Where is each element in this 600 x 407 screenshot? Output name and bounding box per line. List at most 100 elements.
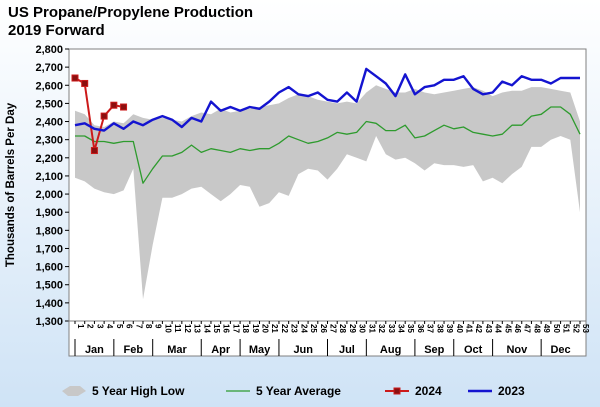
x-tick-label: 27 [329, 324, 338, 333]
x-tick-label: 11 [173, 324, 182, 333]
x-tick-label: 31 [367, 324, 376, 333]
y-tick-label: 2,700 [35, 62, 63, 74]
x-tick-label: 13 [193, 324, 202, 333]
month-label: Sep [424, 344, 444, 356]
data-point-2024 [71, 74, 79, 82]
x-tick-label: 4 [105, 324, 114, 329]
data-point-2024 [100, 112, 108, 120]
x-tick-label: 29 [348, 324, 357, 333]
x-tick-label: 41 [464, 324, 473, 333]
data-point-2024 [110, 101, 118, 109]
x-tick-label: 14 [202, 324, 211, 333]
x-tick-label: 48 [532, 324, 541, 333]
chart-title: US Propane/Propylene Production [8, 4, 254, 21]
x-tick-label: 35 [406, 324, 415, 333]
legend-label-5-year-average: 5 Year Average [256, 384, 341, 398]
x-tick-label: 3 [95, 324, 104, 329]
x-tick-label: 53 [581, 324, 590, 333]
x-tick-label: 42 [474, 324, 483, 333]
line-layer [71, 67, 581, 184]
x-tick-label: 23 [290, 324, 299, 333]
data-point-2024 [120, 103, 128, 111]
x-tick-label: 38 [435, 324, 444, 333]
x-tick-label: 26 [319, 324, 328, 333]
month-label: Oct [464, 344, 483, 356]
title-block: US Propane/Propylene Production 2019 For… [8, 4, 253, 40]
y-tick-label: 1,900 [35, 207, 63, 219]
y-tick-label: 1,800 [35, 225, 63, 237]
x-tick-label: 22 [280, 324, 289, 333]
x-tick-label: 43 [484, 324, 493, 333]
legend-swatch-5-year-high-low [62, 386, 86, 396]
x-tick-label: 49 [542, 324, 551, 333]
y-tick-label: 2,800 [35, 44, 63, 56]
x-tick-label: 10 [163, 324, 172, 333]
y-axis: 1,300 1,400 1,500 1,600 1,700 1,800 1,900 2,000… [35, 44, 69, 328]
x-tick-label: 17 [231, 324, 240, 333]
x-tick-label: 12 [183, 324, 192, 333]
y-tick-label: 2,500 [35, 98, 63, 110]
x-tick-label: 1 [76, 324, 85, 329]
month-label: Nov [506, 344, 528, 356]
legend-label-5-year-high-low: 5 Year High Low [92, 384, 185, 398]
month-label: Jun [293, 344, 313, 356]
y-tick-label: 2,400 [35, 117, 63, 129]
x-tick-label: 5 [115, 324, 124, 329]
x-tick-label: 20 [261, 324, 270, 333]
month-label: Jul [339, 344, 355, 356]
x-tick-label: 45 [503, 324, 512, 333]
y-tick-label: 2,600 [35, 80, 63, 92]
legend-label-2024: 2024 [415, 384, 442, 398]
data-point-2024 [90, 147, 98, 155]
x-tick-label: 33 [387, 324, 396, 333]
x-tick-label: 9 [154, 324, 163, 329]
x-tick-label: 18 [241, 324, 250, 333]
x-tick-label: 36 [416, 324, 425, 333]
x-tick-label: 46 [513, 324, 522, 333]
x-tick-label: 6 [125, 324, 134, 329]
x-tick-label: 47 [523, 324, 532, 333]
x-tick-label: 34 [396, 324, 405, 333]
y-tick-label: 1,600 [35, 262, 63, 274]
x-tick-label: 50 [552, 324, 561, 333]
x-tick-label: 8 [144, 324, 153, 329]
x-tick-label: 16 [222, 324, 231, 333]
y-tick-label: 1,700 [35, 243, 63, 255]
x-tick-label: 32 [377, 324, 386, 333]
legend-label-2023: 2023 [498, 384, 525, 398]
y-tick-label: 2,200 [35, 153, 63, 165]
series-line-2023 [74, 67, 580, 132]
x-tick-label: 19 [251, 324, 260, 333]
x-tick-label: 21 [270, 324, 279, 333]
x-tick-label: 44 [494, 324, 503, 333]
y-tick-label: 1,300 [35, 316, 63, 328]
x-tick-label: 51 [562, 324, 571, 333]
series-line-5-year-average [75, 106, 581, 184]
y-tick-label: 1,400 [35, 298, 63, 310]
x-tick-label: 30 [358, 324, 367, 333]
legend-marker-2024 [393, 387, 401, 395]
y-tick-label: 2,000 [35, 189, 63, 201]
month-label: May [249, 344, 271, 356]
y-axis-label: Thousands of Barrels Per Day [5, 102, 17, 267]
x-tick-label: 28 [338, 324, 347, 333]
y-tick-label: 2,300 [35, 135, 63, 147]
x-axis: 1 2 3 4 5 6 7 8 9 10 11 12 13 14 15 16 17 18 19 20 21 22 23 24 2… [68, 320, 590, 357]
x-tick-label: 52 [571, 324, 580, 333]
data-point-2024 [81, 79, 89, 87]
y-tick-label: 1,500 [35, 280, 63, 292]
month-label: Apr [211, 344, 231, 356]
x-tick-label: 2 [86, 324, 95, 329]
month-label: Mar [167, 344, 187, 356]
series-band-5yr-high-low [75, 85, 580, 300]
month-label: Aug [380, 344, 401, 356]
band-layer [75, 85, 580, 300]
x-tick-label: 37 [426, 324, 435, 333]
x-tick-label: 40 [455, 324, 464, 333]
month-label: Feb [123, 344, 143, 356]
legend: 5 Year High Low 5 Year Average 2024 2023 [62, 384, 525, 398]
chart-subtitle: 2019 Forward [8, 22, 105, 39]
x-tick-label: 39 [445, 324, 454, 333]
